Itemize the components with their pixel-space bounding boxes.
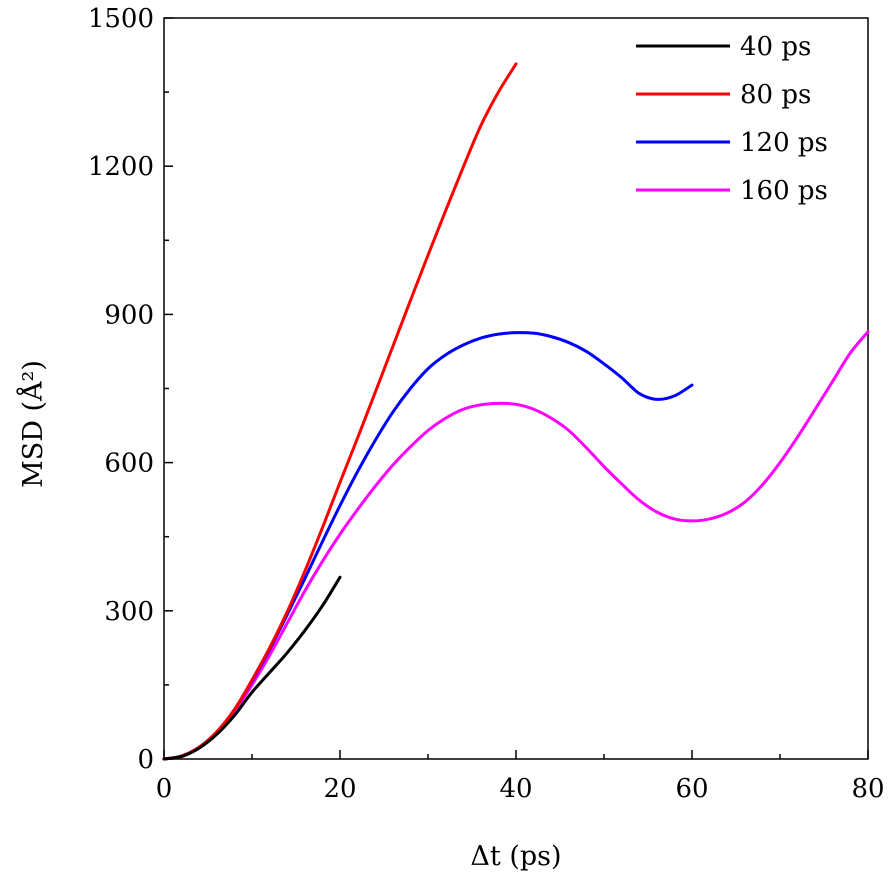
x-axis-label: Δt (ps) <box>470 841 561 872</box>
legend-label: 160 ps <box>740 176 828 206</box>
legend-label: 80 ps <box>740 80 811 110</box>
y-tick-label: 300 <box>104 597 154 627</box>
x-tick-label: 80 <box>851 774 884 804</box>
y-tick-label: 600 <box>104 449 154 479</box>
y-axis-label: MSD (Å²) <box>16 360 49 488</box>
x-tick-label: 20 <box>323 774 356 804</box>
series-line <box>164 332 868 759</box>
x-tick-label: 60 <box>675 774 708 804</box>
legend: 40 ps 80 ps 120 ps 160 ps <box>636 32 828 206</box>
y-tick-label: 0 <box>137 745 154 775</box>
x-tick-label: 40 <box>499 774 532 804</box>
series-line <box>164 577 340 759</box>
legend-label: 40 ps <box>740 32 811 62</box>
x-tick-label: 0 <box>156 774 173 804</box>
series-lines <box>164 64 868 759</box>
series-line <box>164 64 516 759</box>
y-tick-label: 900 <box>104 300 154 330</box>
y-tick-label: 1500 <box>88 4 154 34</box>
y-tick-label: 1200 <box>88 152 154 182</box>
legend-label: 120 ps <box>740 128 828 158</box>
